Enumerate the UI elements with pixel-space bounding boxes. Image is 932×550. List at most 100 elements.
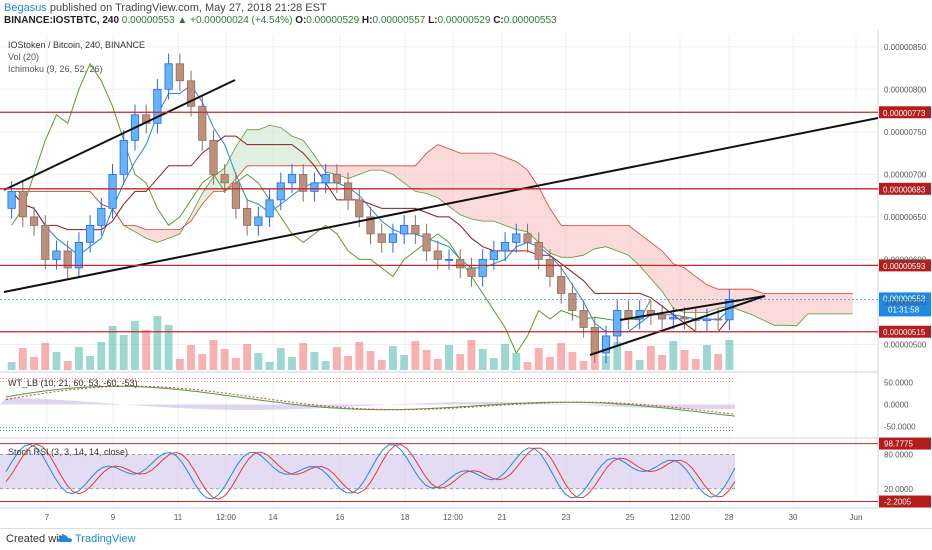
- level-price-tag: [879, 106, 931, 119]
- time-tick-label: 12:00: [443, 513, 464, 522]
- volume-bar: [714, 354, 723, 370]
- volume-bar: [489, 358, 498, 370]
- volume-bar: [523, 362, 532, 370]
- volume-bar: [97, 342, 106, 370]
- volume-bar: [512, 353, 521, 370]
- level-price-label: 0.00000683: [883, 185, 926, 194]
- cloud-segment: [247, 129, 259, 166]
- wt-tick-label: -50.0000: [884, 422, 916, 431]
- candle-body: [388, 233, 398, 243]
- chart-svg[interactable]: 0.00000773 0.00000683 0.00000593 0.00000515…: [0, 30, 932, 525]
- candle-body: [108, 173, 117, 209]
- volume-bar: [725, 340, 734, 370]
- tradingview-logo[interactable]: TradingView: [58, 533, 136, 545]
- wt-histogram-area: [0, 397, 735, 410]
- cloud-segment: [134, 225, 147, 239]
- cloud-segment: [269, 125, 281, 166]
- cloud-segment: [650, 242, 663, 292]
- volume-bar: [624, 351, 633, 370]
- wt-tick-label: 50.0000: [884, 379, 913, 388]
- price-tick-label: 0.00000600: [884, 255, 927, 264]
- level-price-label: 0.00000515: [883, 328, 926, 337]
- candle-body: [86, 224, 95, 243]
- cloud-segment: [841, 293, 853, 314]
- cloud-segment: [785, 293, 797, 326]
- cloud-segment: [471, 153, 483, 222]
- candle-body: [254, 216, 263, 226]
- kijun-line: [11, 135, 730, 333]
- candle-body: [63, 250, 72, 269]
- volume-bar: [332, 347, 341, 370]
- cloud-segment: [684, 267, 696, 313]
- volume-bar: [366, 351, 375, 370]
- volume-bar: [344, 356, 352, 370]
- candle-body: [332, 173, 341, 184]
- price-tick-label: 0.00000850: [884, 43, 927, 52]
- candle-body: [310, 182, 319, 192]
- candle-body: [153, 88, 162, 124]
- cloud-segment: [516, 161, 528, 232]
- time-tick-label: 25: [626, 513, 635, 522]
- level-price-tag: [879, 182, 931, 195]
- candle-body: [265, 199, 274, 218]
- volume-bar: [579, 361, 588, 370]
- candle-body: [299, 173, 308, 192]
- cloud-segment: [583, 225, 595, 256]
- price-tick-label: 0.00000800: [884, 85, 927, 94]
- cloud-segment: [505, 157, 517, 230]
- trendline[interactable]: [619, 295, 766, 321]
- author-link[interactable]: Begasus: [4, 2, 47, 14]
- volume-bar: [478, 349, 487, 370]
- candle-body: [7, 190, 16, 209]
- candle-body: [52, 250, 61, 260]
- cloud-segment: [258, 125, 270, 166]
- cloud-segment: [370, 165, 382, 171]
- cloud-segment: [460, 153, 472, 220]
- stoch-tick-label: 80.0000: [884, 450, 913, 459]
- time-tick-label: 28: [725, 513, 734, 522]
- candle-body: [119, 139, 128, 175]
- ichimoku-legend: Ichimoku (9, 26, 52, 26): [8, 64, 103, 74]
- trendline[interactable]: [3, 79, 236, 191]
- candle-body: [478, 259, 487, 277]
- volume-bar: [546, 357, 554, 370]
- cloud-segment: [303, 140, 315, 166]
- chart-header: Begasus published on TradingView.com, Ma…: [0, 0, 932, 28]
- volume-bar: [310, 352, 319, 370]
- cloud-segment: [819, 293, 831, 314]
- trendline[interactable]: [589, 295, 766, 356]
- candle-body: [601, 335, 611, 354]
- volume-bar: [175, 359, 184, 370]
- cloud-segment: [348, 165, 360, 179]
- volume-bar: [355, 342, 364, 370]
- countdown-label: 01:31:58: [888, 305, 920, 314]
- cloud-segment: [213, 167, 225, 192]
- stoch-legend: Stoch RSI (3, 3, 14, 14, close): [8, 447, 128, 457]
- cloud-segment: [763, 293, 775, 326]
- volume-bar: [142, 330, 151, 370]
- level-price-tag: [879, 325, 931, 338]
- published-text: published on TradingView.com, May 27, 20…: [49, 2, 327, 14]
- candle-body: [680, 316, 689, 320]
- candle-body: [523, 233, 532, 243]
- volume-bar: [411, 341, 420, 370]
- candle-body: [343, 182, 353, 201]
- current-price-tag: [879, 292, 931, 317]
- candle-body: [287, 173, 297, 184]
- chart-area[interactable]: 0.00000773 0.00000683 0.00000593 0.00000515…: [0, 30, 932, 525]
- trendline[interactable]: [3, 117, 879, 293]
- candle-body: [444, 259, 454, 261]
- created-with-label: Created with: [6, 533, 68, 545]
- volume-bar: [276, 348, 285, 370]
- cloud-segment: [291, 136, 304, 166]
- volume-bar: [568, 352, 577, 370]
- candle-body: [74, 242, 84, 269]
- wt-tick-label: 0.0000: [884, 401, 909, 410]
- candle-body: [669, 316, 678, 320]
- volume-bar: [7, 362, 16, 370]
- cloud-segment: [359, 165, 371, 175]
- price-tick-label: 0.00000750: [884, 128, 927, 137]
- volume-bar: [86, 356, 95, 370]
- stoch-band: [0, 454, 735, 489]
- cloud-segment: [673, 263, 685, 313]
